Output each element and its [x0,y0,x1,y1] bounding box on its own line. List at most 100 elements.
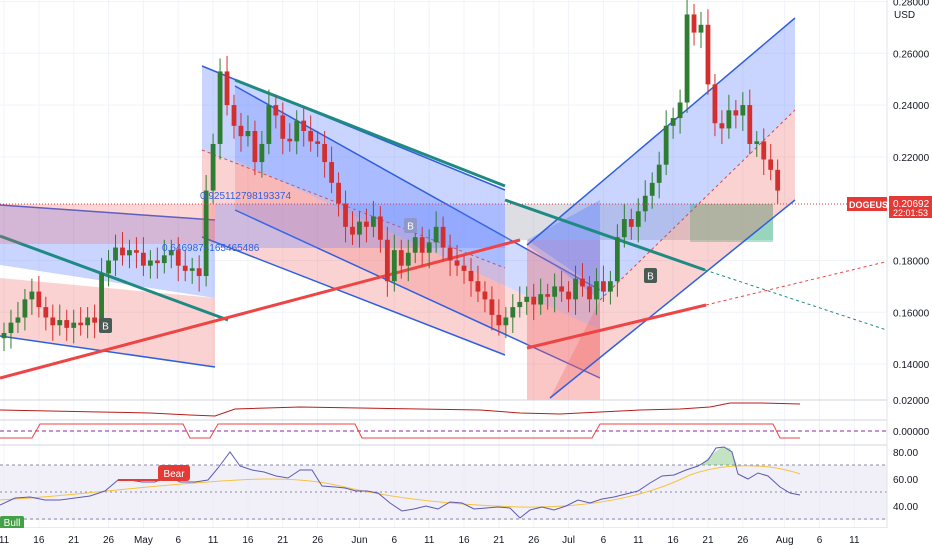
candle-body [705,24,711,85]
svg-text:Bear: Bear [163,469,185,480]
time-tick-label: 21 [702,535,714,546]
time-tick-label: 11 [208,535,219,546]
b-marker-3: B [644,268,657,283]
candle-body [50,317,56,326]
left-channel-bottom [0,335,216,368]
rsi-band [0,465,887,520]
time-axis-background[interactable] [0,528,932,550]
inner-channel-top [234,85,601,291]
candle-body [29,291,35,300]
candle-body [607,281,613,292]
candle-body [510,307,516,318]
candle-body [134,250,139,253]
left-channel-top [0,204,216,221]
candle-body [601,281,606,292]
time-tick-label: 11 [0,535,10,546]
candle-body [775,169,781,191]
candle-body [182,265,188,271]
candle-body [36,291,42,308]
time-tick-label: 11 [849,535,860,546]
time-tick-label: Jul [562,535,575,546]
candle-body [552,286,558,297]
time-tick-label: 16 [668,535,680,546]
bar-countdown: 22:01:53 [893,208,928,218]
time-tick-label: 26 [528,535,540,546]
candle-body [294,120,300,142]
fib-band-red [0,204,215,244]
candle-body [127,250,132,256]
time-tick-label: 6 [817,535,823,546]
candle-body [559,286,564,292]
candle-body [196,268,202,277]
candle-body [231,105,237,126]
candle-body [440,226,446,248]
candle-body [43,307,49,318]
price-tick-label: 0.22000 [893,153,930,164]
candle-body [747,105,753,144]
candle-body [524,296,530,302]
candle-body [614,237,620,282]
candle-body [454,260,460,266]
candle-body [649,182,655,196]
candle-body [573,278,578,300]
svg-text:B: B [647,272,654,283]
red-trendline-left [0,238,521,380]
candle-body [475,281,481,292]
candle-body [517,301,523,308]
candle-body [120,247,125,256]
candle-body [761,141,767,160]
candle-body [677,102,683,119]
candle-body [329,162,334,183]
candle-body [391,250,397,282]
candle-body [189,268,195,271]
candle-body [8,322,14,334]
currency-label[interactable]: USD [894,10,915,21]
candle-body [217,71,223,144]
candle-body [238,125,244,137]
candle-body [566,291,571,300]
time-axis-ticks: 11 16 21 26 May 6 11 16 21 26 Jun 6 11 16 21 26 Jul 6 11 16… [0,535,860,546]
rsi-axis-label-60: 60.00 [893,475,918,486]
step-signal-line [0,423,800,439]
price-tick-label: 0.28000 [893,0,930,9]
candle-body [210,143,216,191]
last-price-value: 0.20692 [893,199,930,210]
price-tick-label: 0.16000 [893,308,930,319]
candle-body [259,143,265,163]
time-tick-label: 21 [68,535,80,546]
price-tick-label: 0.14000 [893,360,930,371]
time-tick-label: 26 [737,535,749,546]
candle-body [531,296,537,305]
candle-body [64,320,70,328]
candle-body [350,226,355,235]
bull-signal-label: Bull [0,516,24,529]
candle-body [398,250,404,266]
candle-body [141,252,146,266]
candle-body [301,120,307,131]
candle-body [768,159,774,170]
candle-body [545,294,551,297]
inner-channel-red-zone [235,160,600,378]
price-axis-ticks: 0.28000 0.26000 0.24000 0.22000 0.18000 0.160… [893,0,930,371]
time-tick-label: 11 [424,535,435,546]
teal-trendline-main [234,78,506,188]
candle-body [538,294,544,305]
time-tick-label: 6 [392,535,398,546]
candle-body [154,260,160,264]
candle-body [287,138,293,142]
rsi-ma-line [0,465,801,508]
time-tick-label: 16 [458,535,470,546]
time-tick-label: 6 [175,535,181,546]
candle-body [106,260,111,274]
candle-body [461,265,467,271]
candle-body [726,110,732,129]
time-tick-label: 16 [242,535,254,546]
candle-body [628,219,634,227]
price-axis-background[interactable] [887,0,932,528]
rising-channel-top [526,17,796,246]
candle-body [224,71,230,106]
candle-body [343,203,348,227]
candle-body [377,216,383,240]
candle-body [447,247,453,261]
